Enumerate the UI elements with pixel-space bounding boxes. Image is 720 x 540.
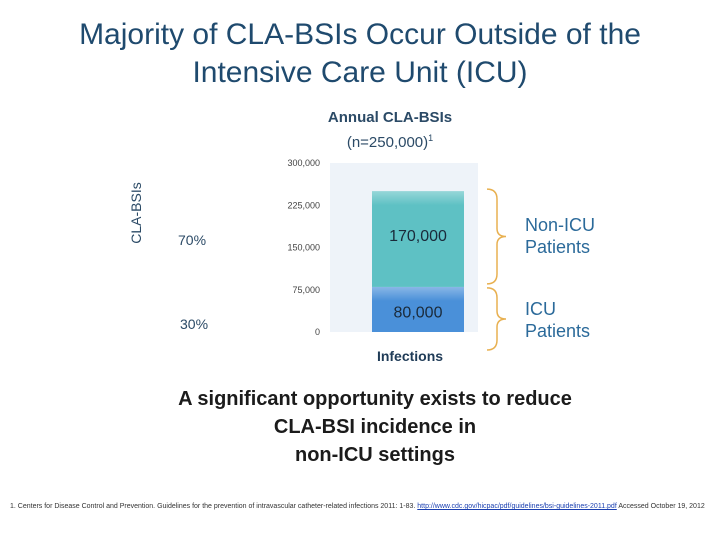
footnote-link[interactable]: http://www.cdc.gov/hicpac/pdf/guidelines…: [417, 503, 617, 510]
takeaway: A significant opportunity exists to redu…: [100, 385, 650, 469]
x-axis-label: Infections: [377, 348, 443, 364]
pct-label-icu: 30%: [180, 316, 209, 332]
y-tick-label: 75,000: [292, 285, 320, 295]
bar-segment-non-icu-sheen: [372, 191, 464, 206]
bar-segment-non-icu: [372, 191, 464, 287]
brace-non-icu: [486, 188, 507, 285]
footnote: 1. Centers for Disease Control and Preve…: [10, 502, 710, 512]
pct-label-non-icu: 70%: [178, 232, 207, 248]
side-label-non-icu: Non-ICU Patients: [525, 215, 596, 257]
y-tick-label: 150,000: [287, 243, 320, 253]
bar-label-non-icu: 170,000: [389, 228, 447, 245]
chart-title-block: Annual CLA-BSIs (n=250,000)1: [270, 108, 510, 153]
footnote-text: 1. Centers for Disease Control and Preve…: [10, 503, 416, 510]
y-tick-label: 0: [315, 327, 320, 337]
bar-label-icu: 80,000: [394, 304, 443, 321]
y-tick-label: 300,000: [287, 158, 320, 168]
bar-segment-icu-sheen: [372, 286, 464, 301]
takeaway-line-1: A significant opportunity exists to redu…: [178, 388, 572, 410]
chart-title: Annual CLA-BSIs: [327, 109, 453, 126]
takeaway-line-2: CLA-BSI incidence in: [273, 416, 477, 438]
side-label-icu: ICU Patients: [525, 299, 591, 341]
y-tick-label: 225,000: [287, 200, 320, 210]
brace-icu: [486, 287, 507, 351]
chart-subtitle-text: (n=250,000): [346, 134, 429, 151]
chart-subtitle: (n=250,000)1: [270, 128, 510, 153]
chart-subtitle-superscript: 1: [428, 133, 434, 143]
footnote-accessed: Accessed October 19, 2012: [618, 503, 705, 510]
slide-title: Majority of CLA-BSIs Occur Outside of th…: [79, 18, 641, 89]
takeaway-line-3: non-ICU settings: [295, 444, 455, 466]
